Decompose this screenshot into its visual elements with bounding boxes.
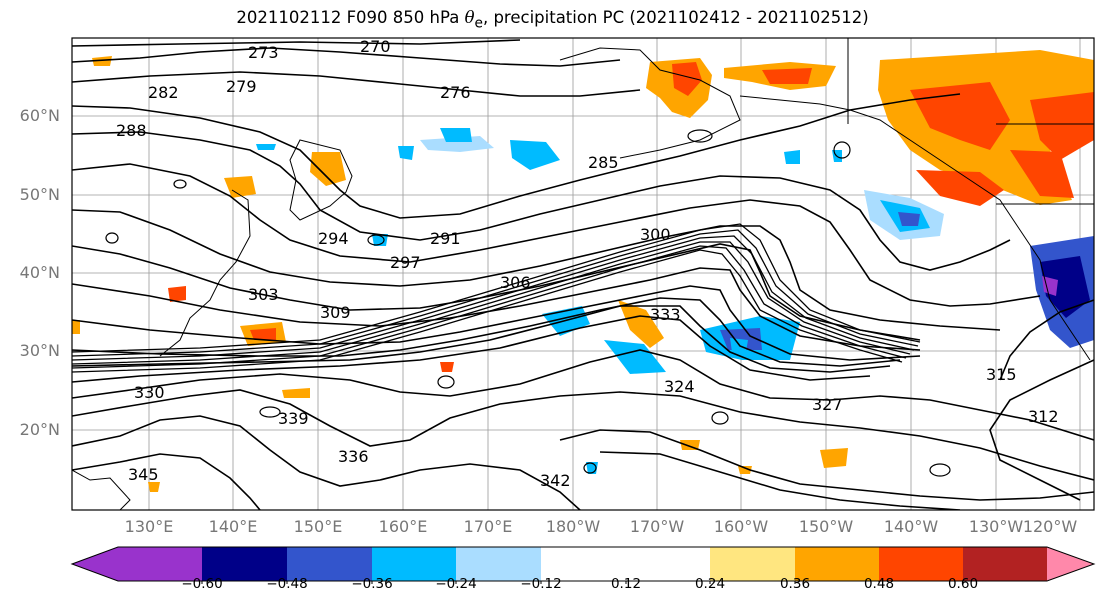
contour-label: 324	[664, 377, 695, 396]
lon-label-140w: 140°W	[883, 517, 939, 536]
colorbar-tick-label: −0.24	[435, 576, 477, 592]
contour-label: 273	[248, 43, 279, 62]
contour-label: 300	[640, 225, 671, 244]
lon-label-130w: 130°W	[968, 517, 1024, 536]
colorbar-tick-label: −0.60	[181, 576, 223, 592]
lon-label-120w: 120°W	[1022, 517, 1078, 536]
colorbar-segment	[879, 547, 963, 581]
colorbar-tick-label: 0.24	[694, 576, 726, 592]
contour-label: 327	[812, 395, 843, 414]
map-title: 2021102112 F090 850 hPa θe, precipitatio…	[236, 8, 869, 32]
colorbar-extend-low	[72, 547, 118, 581]
colorbar-tick-label: −0.36	[351, 576, 393, 592]
lon-label-150w: 150°W	[798, 517, 854, 536]
contour-label: 303	[248, 285, 279, 304]
lon-label-180w: 180°W	[545, 517, 601, 536]
lat-label-40n: 40°N	[19, 263, 60, 282]
lon-label-170e: 170°E	[463, 517, 513, 536]
colorbar-segment	[372, 547, 456, 581]
colorbar-outline	[70, 546, 1096, 582]
colorbar	[70, 546, 1096, 584]
contour-label: 309	[320, 303, 351, 322]
colorbar-tick-label: −0.12	[520, 576, 562, 592]
lon-label-150e: 150°E	[293, 517, 343, 536]
colorbar-segment	[456, 547, 541, 581]
colorbar-tick-label: 0.12	[610, 576, 642, 592]
contour-label: 330	[134, 383, 165, 402]
precip-positive-shading	[72, 50, 1094, 492]
colorbar-segment	[541, 547, 626, 581]
lon-label-160w: 160°W	[713, 517, 769, 536]
lat-label-60n: 60°N	[19, 106, 60, 125]
colorbar-segment	[710, 547, 795, 581]
contour-blobs	[105, 129, 951, 477]
contour-label: 312	[1028, 407, 1059, 426]
lon-label-160e: 160°E	[378, 517, 428, 536]
contour-label: 282	[148, 83, 179, 102]
contour-label: 333	[650, 305, 681, 324]
contour-label: 285	[588, 153, 619, 172]
contour-label: 336	[338, 447, 369, 466]
contour-label: 342	[540, 471, 571, 490]
contour-label: 288	[116, 121, 147, 140]
contour-label: 345	[128, 465, 159, 484]
lon-label-140e: 140°E	[208, 517, 258, 536]
contour-labels: 270 273 276 279 282 285 288 291 294 297 …	[116, 37, 1059, 490]
colorbar-segment	[795, 547, 879, 581]
colorbar-segment	[963, 547, 1047, 581]
lon-label-170w: 170°W	[629, 517, 685, 536]
colorbar-tick-label: 0.60	[947, 576, 979, 592]
contour-label: 279	[226, 77, 257, 96]
colorbar-segment	[202, 547, 287, 581]
contour-label: 270	[360, 37, 391, 56]
contour-label: 315	[986, 365, 1017, 384]
colorbar-segment	[287, 547, 372, 581]
contour-label: 306	[500, 273, 531, 292]
theta-e-contours	[72, 39, 1094, 510]
lat-label-50n: 50°N	[19, 185, 60, 204]
contour-label: 297	[390, 253, 421, 272]
colorbar-extend-high	[1047, 547, 1094, 581]
contour-label: 339	[278, 409, 309, 428]
coastlines	[72, 38, 1094, 510]
colorbar-tick-label: −0.48	[266, 576, 308, 592]
contour-label: 276	[440, 83, 471, 102]
colorbar-segment	[626, 547, 710, 581]
lat-label-30n: 30°N	[19, 341, 60, 360]
frontal-contour-bundle	[72, 223, 921, 373]
colorbar-tick-label: 0.36	[779, 576, 811, 592]
map-frame	[71, 37, 1095, 511]
contour-label: 294	[318, 229, 349, 248]
colorbar-tick-label: 0.48	[863, 576, 895, 592]
colorbar-segment	[118, 547, 202, 581]
lat-label-20n: 20°N	[19, 420, 60, 439]
lon-label-130e: 130°E	[124, 517, 174, 536]
contour-label: 291	[430, 229, 461, 248]
